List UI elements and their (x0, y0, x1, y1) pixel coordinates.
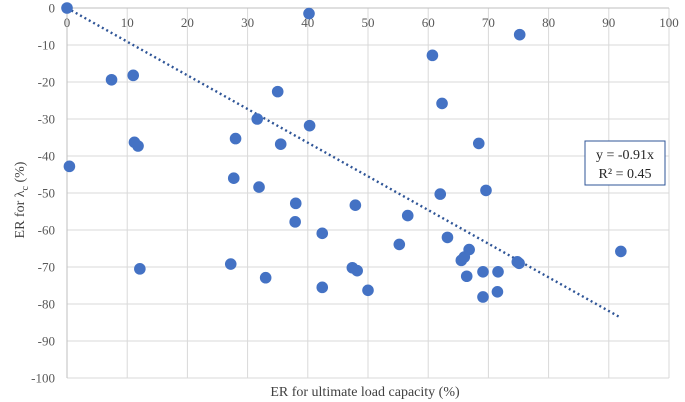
y-tick-label: -70 (38, 260, 55, 275)
data-point (349, 199, 362, 212)
y-tick-label: -10 (38, 38, 55, 53)
y-tick-labels: 0 -10 -20 -30 -40 -50 -60 -70 -80 -90 -100 (31, 1, 55, 386)
data-point (134, 263, 146, 275)
x-tick-label: 30 (241, 15, 254, 30)
y-tick-label: 0 (49, 1, 56, 16)
data-point (63, 160, 76, 173)
data-point (472, 137, 485, 150)
y-axis-title-subscript: c (20, 185, 31, 190)
data-point (289, 197, 302, 210)
data-point (491, 285, 504, 298)
axis-layer (66, 7, 669, 378)
y-tick-label: -80 (38, 297, 55, 312)
y-tick-label: -50 (38, 186, 55, 201)
y-tick-label: -100 (31, 371, 55, 386)
data-point (426, 49, 439, 62)
data-point (127, 69, 140, 82)
y-tick-label: -30 (38, 112, 55, 127)
data-point (316, 227, 329, 240)
data-point (513, 257, 525, 270)
data-point (393, 238, 406, 251)
x-tick-label: 50 (362, 15, 375, 30)
r-squared-value: R² = 0.45 (599, 167, 652, 182)
y-axis-title: ER for λc (%) (13, 161, 31, 238)
data-point (477, 266, 489, 278)
y-tick-label: -90 (38, 334, 55, 349)
x-tick-label: 80 (542, 15, 555, 30)
data-point (480, 184, 492, 197)
data-point (227, 172, 240, 184)
data-point (251, 113, 264, 125)
data-point (105, 73, 118, 86)
x-tick-label: 100 (659, 15, 679, 30)
data-point (351, 264, 363, 277)
data-point (303, 7, 315, 20)
y-axis-title-suffix: (%) (13, 161, 28, 186)
data-point (224, 258, 237, 270)
data-point (460, 270, 473, 283)
y-tick-label: -40 (38, 149, 55, 164)
data-point (229, 132, 242, 145)
data-point (259, 271, 272, 284)
data-point (61, 2, 73, 14)
data-point (271, 85, 284, 98)
trendline-layer (66, 6, 622, 319)
data-point (513, 28, 526, 41)
equation-box: y = -0.91x R² = 0.45 (584, 140, 666, 186)
data-point (132, 140, 144, 152)
data-point (615, 245, 627, 258)
y-tick-label: -20 (38, 75, 55, 90)
x-tick-labels: 0 10 20 30 40 50 60 70 80 90 100 (64, 15, 679, 30)
data-point (274, 138, 287, 150)
data-point (492, 266, 504, 278)
data-point (441, 231, 454, 244)
data-point (316, 281, 329, 294)
x-tick-label: 60 (422, 15, 435, 30)
data-point (477, 291, 489, 303)
x-tick-label: 20 (181, 15, 194, 30)
grid-layer (67, 8, 670, 379)
x-axis-title: ER for ultimate load capacity (%) (270, 385, 460, 400)
data-point (436, 97, 448, 110)
data-points (61, 2, 627, 303)
data-point (401, 209, 414, 222)
data-point (463, 243, 475, 256)
equation-box-frame (584, 140, 666, 186)
y-tick-label: -60 (38, 223, 55, 238)
data-point (289, 216, 301, 228)
x-tick-label: 0 (64, 15, 71, 30)
x-tick-label: 70 (482, 15, 495, 30)
data-point (303, 119, 316, 132)
x-tick-label: 90 (602, 15, 615, 30)
trendline (66, 6, 622, 319)
data-point (253, 181, 265, 193)
data-point (434, 188, 447, 200)
y-axis-title-main: ER for λ (13, 190, 28, 238)
x-tick-label: 10 (121, 15, 134, 30)
trendline-equation: y = -0.91x (596, 148, 654, 163)
data-point (362, 284, 374, 297)
